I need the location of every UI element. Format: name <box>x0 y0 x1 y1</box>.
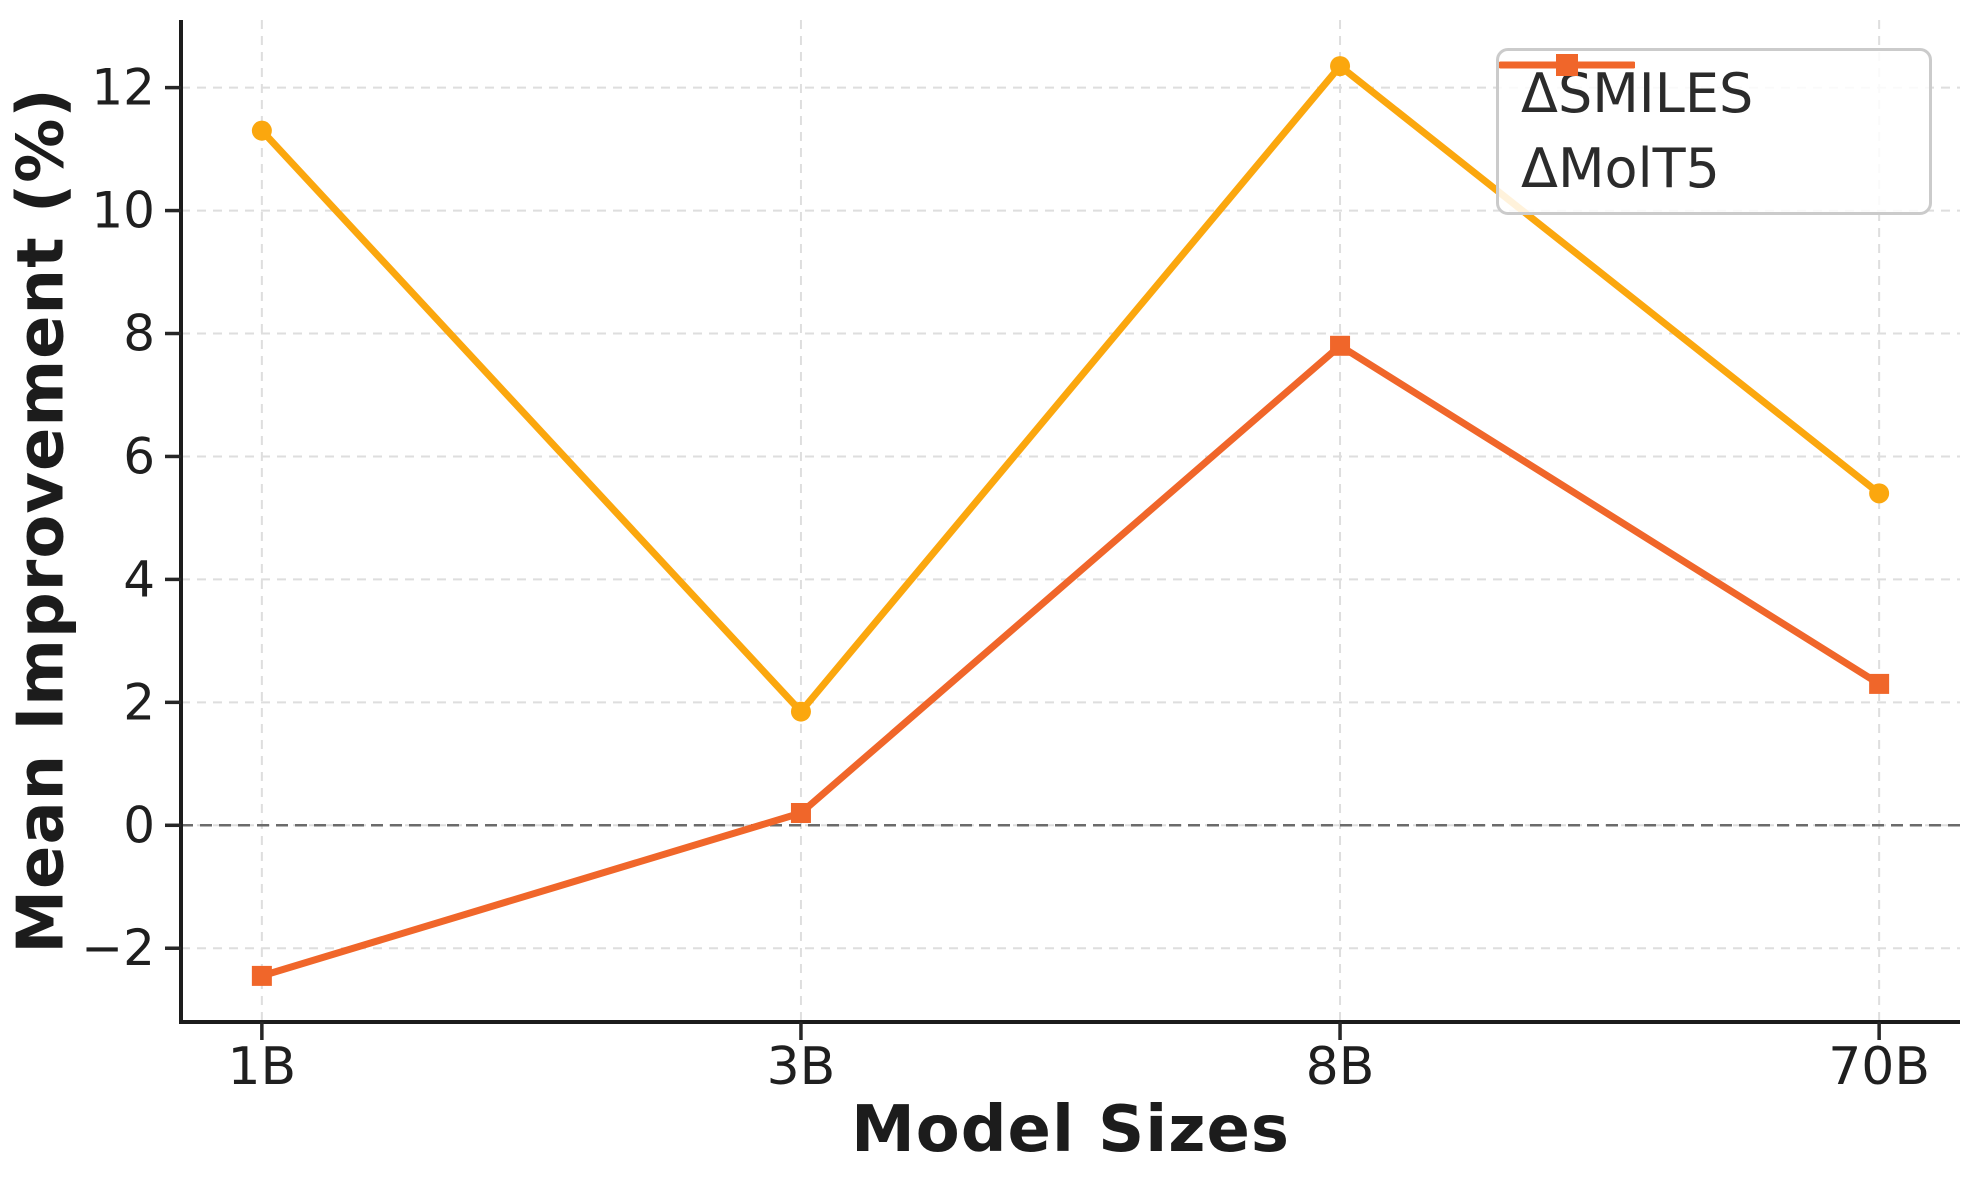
legend: ΔSMILES ΔMolT5 <box>1496 48 1932 215</box>
data-point-circle <box>1330 56 1351 77</box>
series-line <box>258 342 1883 980</box>
y-tick-label: −2 <box>81 919 155 977</box>
y-tick-label: 12 <box>91 59 155 117</box>
legend-label: ΔMolT5 <box>1521 136 1720 200</box>
data-point-square <box>1869 673 1890 694</box>
legend-handle-square <box>1499 54 1635 76</box>
data-point-circle <box>1869 483 1890 504</box>
x-axis-label: Model Sizes <box>851 1093 1290 1167</box>
y-tick-label: 10 <box>91 182 155 240</box>
y-tick-label: 6 <box>123 427 155 485</box>
y-tick-label: 8 <box>123 305 155 363</box>
series-line <box>258 62 1883 716</box>
y-axis-label: Mean Improvement (%) <box>4 87 79 954</box>
legend-item-1: ΔMolT5 <box>1499 54 1929 200</box>
data-point-circle <box>790 701 811 722</box>
data-point-square <box>1330 335 1351 356</box>
x-tick-label: 70B <box>1828 1037 1930 1097</box>
x-tick-label: 8B <box>1306 1037 1375 1097</box>
y-tick-label: 4 <box>123 550 155 608</box>
y-tick-label: 0 <box>123 796 155 854</box>
data-point-square <box>790 802 811 823</box>
data-point-square <box>251 965 272 986</box>
data-point-circle <box>251 120 272 141</box>
x-tick-label: 3B <box>767 1037 836 1097</box>
x-tick-label: 1B <box>227 1037 296 1097</box>
y-tick-label: 2 <box>123 673 155 731</box>
